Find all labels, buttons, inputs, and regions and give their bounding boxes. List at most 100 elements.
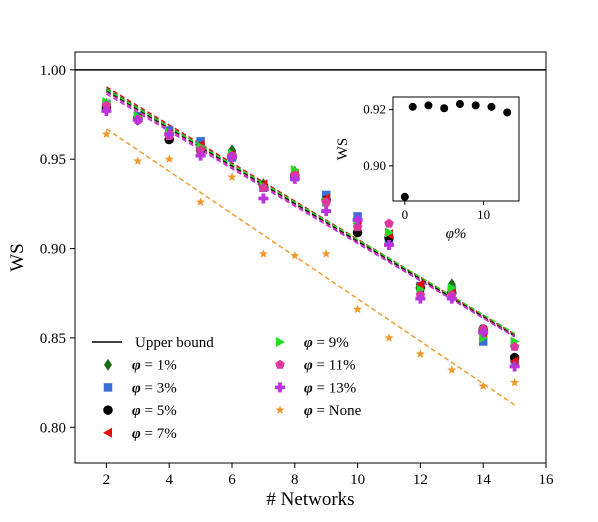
legend-value: = 13% — [313, 380, 356, 396]
data-point — [321, 249, 331, 258]
inset-frame — [392, 96, 520, 202]
data-point — [384, 218, 394, 228]
main-plot: 2 4 6 8 10 12 14 16 0.80 0.85 0.90 0.95 1.00 # Networ… — [7, 51, 555, 510]
legend-label: φ = 7% — [132, 426, 177, 442]
data-point — [352, 214, 363, 225]
inset-x-axis-label: φ% — [446, 226, 467, 242]
data-point — [509, 361, 520, 372]
data-point — [101, 105, 112, 116]
legend-label: φ = None — [304, 403, 362, 419]
data-point — [415, 349, 425, 358]
inset-data-point — [400, 192, 409, 201]
legend-phi: φ — [304, 403, 313, 419]
data-point — [510, 377, 520, 387]
legend-label: φ = 11% — [304, 358, 356, 374]
data-point — [446, 293, 457, 304]
data-point — [447, 365, 457, 374]
fit-line — [106, 88, 515, 335]
legend-label: φ = 5% — [132, 403, 177, 419]
fit-line — [106, 128, 515, 406]
y-tick-label: 0.90 — [40, 242, 66, 258]
legend-label: φ = 9% — [304, 335, 349, 351]
legend-phi: φ — [132, 403, 141, 419]
legend-label: φ = 1% — [132, 358, 177, 374]
fit-line — [106, 93, 515, 338]
main-plot-frame — [74, 51, 547, 464]
x-tick-label: 14 — [476, 472, 492, 488]
data-point — [385, 227, 394, 238]
legend-marker — [103, 383, 113, 392]
legend-phi: φ — [132, 426, 141, 442]
data-point — [227, 152, 237, 163]
legend-value: = 11% — [313, 358, 356, 374]
data-point — [447, 282, 457, 293]
legend-value: = 1% — [141, 358, 177, 374]
series-points — [101, 105, 520, 372]
x-tick-label: 6 — [228, 472, 236, 488]
data-point — [509, 341, 520, 351]
data-point — [258, 182, 269, 192]
data-point — [227, 172, 237, 181]
legend-value: = 5% — [141, 403, 177, 419]
legend-phi: φ — [132, 358, 141, 374]
legend-phi: φ — [304, 335, 313, 351]
legend-value: = 7% — [141, 426, 177, 442]
series-points — [101, 129, 520, 390]
x-tick-label: 16 — [539, 472, 555, 488]
data-point — [352, 222, 363, 232]
y-tick-label: 0.85 — [40, 331, 66, 347]
data-point — [321, 197, 331, 207]
legend-marker — [275, 359, 285, 369]
legend-label: φ = 3% — [132, 380, 177, 396]
data-point — [133, 156, 143, 165]
inset-x-tick-label: 0 — [402, 207, 409, 222]
data-point — [196, 197, 206, 206]
data-point — [101, 129, 111, 139]
data-point — [384, 333, 394, 342]
data-point — [164, 129, 175, 140]
data-point — [478, 327, 489, 338]
inset-x-tick-label: 10 — [477, 207, 490, 222]
inset-y-tick-label: 0.92 — [363, 102, 386, 117]
x-tick-label: 4 — [165, 472, 173, 488]
y-tick-label: 1.00 — [40, 63, 66, 79]
inset-data-point — [487, 102, 496, 111]
legend-phi: φ — [304, 358, 313, 374]
legend-phi: φ — [132, 380, 141, 396]
data-point — [132, 114, 143, 125]
data-point — [321, 190, 331, 200]
legend-value: = None — [313, 403, 362, 419]
legend-marker — [276, 337, 285, 347]
data-point — [290, 250, 300, 260]
legend-label: Upper bound — [135, 335, 214, 351]
legend-marker — [275, 382, 285, 393]
inset-data-point — [455, 100, 464, 109]
legend-marker — [103, 405, 113, 415]
data-point — [258, 193, 269, 204]
inset-y-axis-label: WS — [335, 138, 351, 161]
inset-data-point — [471, 101, 480, 110]
legend-marker — [104, 358, 112, 371]
legend-value: = 3% — [141, 380, 177, 396]
y-tick-label: 0.80 — [40, 420, 66, 436]
inset-data-point — [424, 101, 433, 110]
legend-value: = 9% — [313, 335, 349, 351]
data-point — [164, 154, 174, 164]
data-point — [289, 173, 300, 184]
legend-marker — [275, 405, 285, 414]
x-tick-label: 2 — [103, 472, 111, 488]
data-point — [478, 337, 488, 346]
data-point — [415, 279, 425, 290]
x-tick-label: 10 — [350, 472, 365, 488]
x-tick-label: 8 — [291, 472, 299, 488]
x-tick-label: 12 — [413, 472, 428, 488]
data-point — [195, 150, 206, 161]
inset-plot: 0 10 0.90 0.92 φ% WS — [335, 96, 520, 242]
data-point — [321, 206, 332, 217]
inset-y-tick-label: 0.90 — [363, 158, 386, 173]
data-point — [101, 100, 112, 110]
data-point — [258, 249, 268, 258]
data-point — [353, 304, 363, 314]
x-axis-label: # Networks — [266, 489, 354, 510]
